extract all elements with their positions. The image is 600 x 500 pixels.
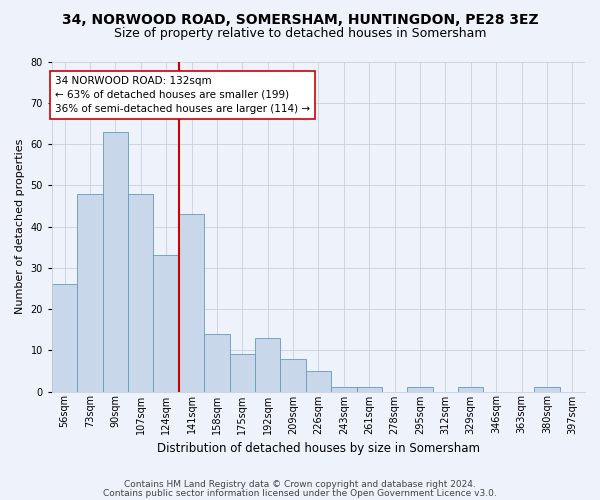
Bar <box>52 284 77 392</box>
Text: Contains public sector information licensed under the Open Government Licence v3: Contains public sector information licen… <box>103 488 497 498</box>
Y-axis label: Number of detached properties: Number of detached properties <box>15 139 25 314</box>
Bar <box>534 388 560 392</box>
X-axis label: Distribution of detached houses by size in Somersham: Distribution of detached houses by size … <box>157 442 480 455</box>
Bar <box>306 371 331 392</box>
Bar <box>407 388 433 392</box>
Bar <box>204 334 230 392</box>
Bar <box>103 132 128 392</box>
Bar <box>331 388 356 392</box>
Text: 34 NORWOOD ROAD: 132sqm
← 63% of detached houses are smaller (199)
36% of semi-d: 34 NORWOOD ROAD: 132sqm ← 63% of detache… <box>55 76 310 114</box>
Bar <box>356 388 382 392</box>
Bar <box>179 214 204 392</box>
Bar <box>255 338 280 392</box>
Bar <box>77 194 103 392</box>
Bar <box>154 256 179 392</box>
Bar <box>280 358 306 392</box>
Bar <box>128 194 154 392</box>
Text: 34, NORWOOD ROAD, SOMERSHAM, HUNTINGDON, PE28 3EZ: 34, NORWOOD ROAD, SOMERSHAM, HUNTINGDON,… <box>62 12 538 26</box>
Text: Contains HM Land Registry data © Crown copyright and database right 2024.: Contains HM Land Registry data © Crown c… <box>124 480 476 489</box>
Bar <box>458 388 484 392</box>
Bar <box>230 354 255 392</box>
Text: Size of property relative to detached houses in Somersham: Size of property relative to detached ho… <box>114 28 486 40</box>
